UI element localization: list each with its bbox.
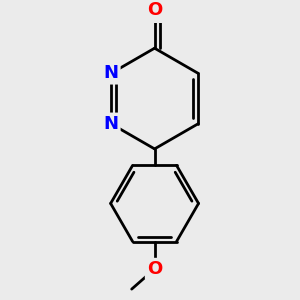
Text: O: O [147, 260, 162, 278]
Text: N: N [103, 115, 118, 133]
Text: O: O [147, 1, 162, 19]
Text: N: N [103, 64, 118, 82]
